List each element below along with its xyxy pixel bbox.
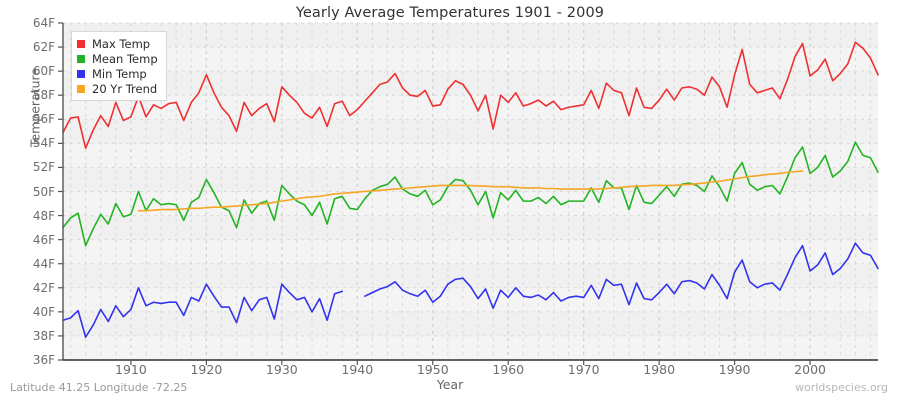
series-line-min-temp: [364, 242, 879, 310]
legend-item[interactable]: Max Temp: [77, 36, 158, 51]
y-tick-label: 64F: [32, 16, 55, 30]
plot-band: [63, 167, 878, 192]
y-tick-label: 44F: [32, 256, 55, 271]
legend-label: 20 Yr Trend: [92, 81, 158, 96]
footer-coordinates: Latitude 41.25 Longitude -72.25: [10, 381, 188, 394]
y-tick-label: 58F: [32, 88, 55, 103]
x-tick-label: 1940: [341, 362, 374, 377]
legend-swatch-icon: [77, 69, 85, 78]
plot-band: [63, 23, 878, 48]
y-tick-label: 38F: [32, 328, 55, 343]
x-tick-label: 1980: [643, 362, 676, 377]
y-tick-label: 60F: [32, 64, 55, 79]
plot-band: [63, 263, 878, 288]
legend-swatch-icon: [77, 54, 85, 63]
x-tick-label: 1960: [492, 362, 525, 377]
y-tick-label: 36F: [32, 353, 55, 367]
x-tick-label: 1910: [115, 362, 147, 377]
legend-label: Max Temp: [92, 36, 151, 51]
y-tick-label: 48F: [32, 208, 55, 223]
x-tick-label: 1970: [567, 362, 600, 377]
x-tick-label: 1930: [265, 362, 298, 377]
legend-item[interactable]: 20 Yr Trend: [77, 81, 158, 96]
legend-item[interactable]: Min Temp: [77, 66, 158, 81]
legend-swatch-icon: [77, 39, 85, 48]
footer-attribution: worldspecies.org: [795, 381, 888, 394]
x-tick-label: 2000: [794, 362, 826, 377]
legend-swatch-icon: [77, 84, 85, 93]
plot-band: [63, 311, 878, 336]
y-tick-label: 50F: [32, 184, 55, 199]
legend-label: Min Temp: [92, 66, 147, 81]
x-axis-title: Year: [436, 377, 464, 392]
x-tick-label: 1990: [718, 362, 751, 377]
x-tick-label: 1950: [416, 362, 449, 377]
legend-item[interactable]: Mean Temp: [77, 51, 158, 66]
series-line-max-temp: [62, 41, 879, 149]
legend-label: Mean Temp: [92, 51, 158, 66]
plot-band: [63, 215, 878, 240]
chart-legend: Max Temp Mean Temp Min Temp 20 Yr Trend: [71, 31, 167, 101]
y-tick-label: 54F: [32, 136, 55, 151]
y-tick-label: 56F: [32, 112, 55, 127]
series-line-20-yr-trend: [137, 170, 804, 212]
series-line-min-temp: [62, 283, 344, 338]
y-tick-label: 46F: [32, 232, 55, 247]
y-tick-label: 52F: [32, 160, 55, 175]
chart-title: Yearly Average Temperatures 1901 - 2009: [295, 5, 605, 21]
y-tick-label: 42F: [32, 280, 55, 295]
plot-band: [63, 119, 878, 144]
series-line-mean-temp: [62, 141, 879, 247]
x-tick-label: 1920: [190, 362, 223, 377]
y-tick-label: 40F: [32, 304, 55, 319]
y-tick-label: 62F: [32, 40, 55, 55]
